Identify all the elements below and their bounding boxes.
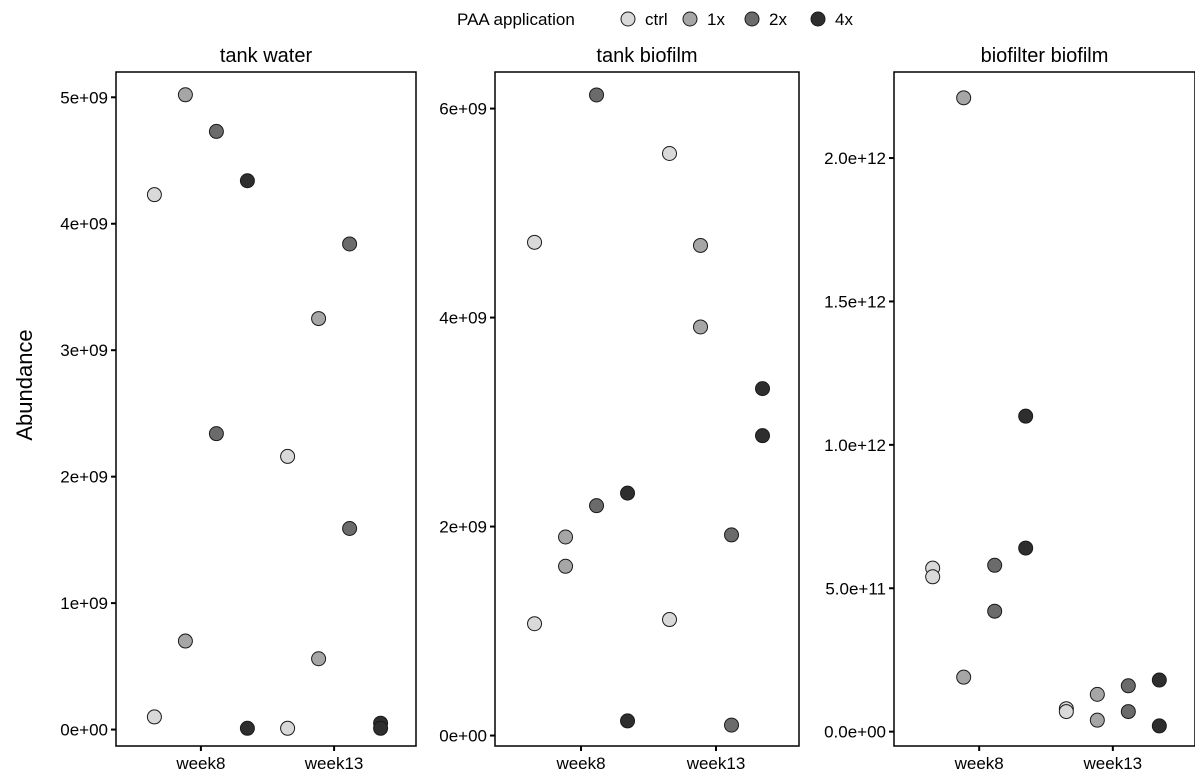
legend-item-1x: 1x — [682, 10, 725, 29]
legend: PAA application ctrl 1x 2x 4x — [457, 10, 853, 29]
data-point-4x — [1018, 408, 1034, 424]
legend-label-ctrl: ctrl — [645, 10, 668, 29]
data-point-4x — [1151, 718, 1167, 734]
y-tick-label: 0.0e+00 — [824, 723, 886, 742]
data-point-ctrl — [662, 612, 678, 628]
legend-item-ctrl: ctrl — [620, 10, 668, 29]
data-point-1x — [177, 633, 193, 649]
data-point-2x — [1120, 678, 1136, 694]
data-point-2x — [589, 87, 605, 103]
data-point-ctrl — [925, 569, 941, 585]
panel-frame — [115, 71, 417, 747]
data-point-1x — [693, 237, 709, 253]
data-point-2x — [342, 520, 358, 536]
y-tick-label: 5.0e+11 — [825, 579, 886, 598]
y-tick-label: 6e+09 — [439, 100, 487, 119]
data-point-1x — [177, 87, 193, 103]
data-point-2x — [724, 717, 740, 733]
data-point-1x — [693, 319, 709, 335]
data-point-4x — [239, 720, 255, 736]
y-tick-label: 3e+09 — [60, 341, 108, 360]
data-point-1x — [956, 90, 972, 106]
x-tick-label: week8 — [954, 754, 1004, 773]
legend-item-2x: 2x — [744, 10, 787, 29]
data-point-2x — [342, 236, 358, 252]
data-point-4x — [373, 720, 389, 736]
data-point-ctrl — [527, 234, 543, 250]
panel-title: biofilter biofilm — [981, 45, 1109, 67]
y-tick-label: 0e+00 — [439, 727, 487, 746]
data-point-1x — [956, 669, 972, 685]
data-point-2x — [208, 123, 224, 139]
y-tick-label: 2e+09 — [439, 518, 487, 537]
data-point-1x — [311, 651, 327, 667]
panel-biofilter-biofilm: biofilter biofilm 0.0e+00 5.0e+11 1.0e+12 1.… — [824, 45, 1195, 773]
data-point-2x — [987, 557, 1003, 573]
data-point-2x — [1120, 704, 1136, 720]
panel-frame — [494, 71, 800, 747]
y-tick-label: 4e+09 — [60, 215, 108, 234]
data-point-4x — [1018, 540, 1034, 556]
panel-frame — [893, 71, 1195, 747]
legend-label-2x: 2x — [769, 10, 787, 29]
data-point-2x — [208, 426, 224, 442]
panel-tank-biofilm: tank biofilm 0e+00 2e+09 4e+09 6e+09 week8 wee… — [439, 45, 800, 773]
data-point-ctrl — [1058, 704, 1074, 720]
x-tick-label: week13 — [1083, 754, 1143, 773]
data-point-ctrl — [527, 616, 543, 632]
data-point-4x — [755, 428, 771, 444]
data-point-1x — [558, 529, 574, 545]
data-point-2x — [724, 527, 740, 543]
data-point-4x — [755, 381, 771, 397]
data-point-ctrl — [662, 146, 678, 162]
y-tick-label: 1.0e+12 — [824, 436, 886, 455]
legend-key-1x — [682, 11, 698, 27]
data-point-1x — [1089, 686, 1105, 702]
data-point-1x — [1089, 712, 1105, 728]
data-point-4x — [239, 173, 255, 189]
data-point-4x — [620, 713, 636, 729]
panel-title: tank water — [220, 45, 313, 67]
legend-label-1x: 1x — [707, 10, 725, 29]
y-tick-label: 4e+09 — [439, 309, 487, 328]
y-tick-label: 2e+09 — [60, 468, 108, 487]
x-tick-label: week8 — [555, 754, 605, 773]
chart-panels: tank water 0e+00 1e+09 2e+09 3e+09 4e+09 5e+09… — [60, 45, 1195, 773]
data-point-ctrl — [146, 709, 162, 725]
y-tick-label: 1.5e+12 — [824, 292, 886, 311]
data-point-4x — [1151, 672, 1167, 688]
y-axis-label: Abundance — [12, 329, 37, 440]
legend-label-4x: 4x — [835, 10, 853, 29]
panel-tank-water: tank water 0e+00 1e+09 2e+09 3e+09 4e+09 5e+09… — [60, 45, 417, 773]
panel-title: tank biofilm — [596, 45, 697, 67]
y-tick-label: 1e+09 — [60, 594, 108, 613]
y-tick-label: 2.0e+12 — [824, 149, 886, 168]
y-tick-label: 5e+09 — [60, 88, 108, 107]
legend-key-4x — [810, 11, 826, 27]
legend-title: PAA application — [457, 10, 575, 29]
data-point-1x — [558, 558, 574, 574]
data-point-ctrl — [280, 720, 296, 736]
data-point-ctrl — [280, 448, 296, 464]
x-tick-label: week13 — [686, 754, 746, 773]
data-point-4x — [620, 485, 636, 501]
data-point-1x — [311, 311, 327, 327]
data-point-2x — [987, 603, 1003, 619]
x-tick-label: week13 — [304, 754, 364, 773]
data-point-ctrl — [146, 187, 162, 203]
legend-key-2x — [744, 11, 760, 27]
x-tick-label: week8 — [175, 754, 225, 773]
data-point-2x — [589, 498, 605, 514]
legend-key-ctrl — [620, 11, 636, 27]
legend-item-4x: 4x — [810, 10, 853, 29]
y-tick-label: 0e+00 — [60, 721, 108, 740]
